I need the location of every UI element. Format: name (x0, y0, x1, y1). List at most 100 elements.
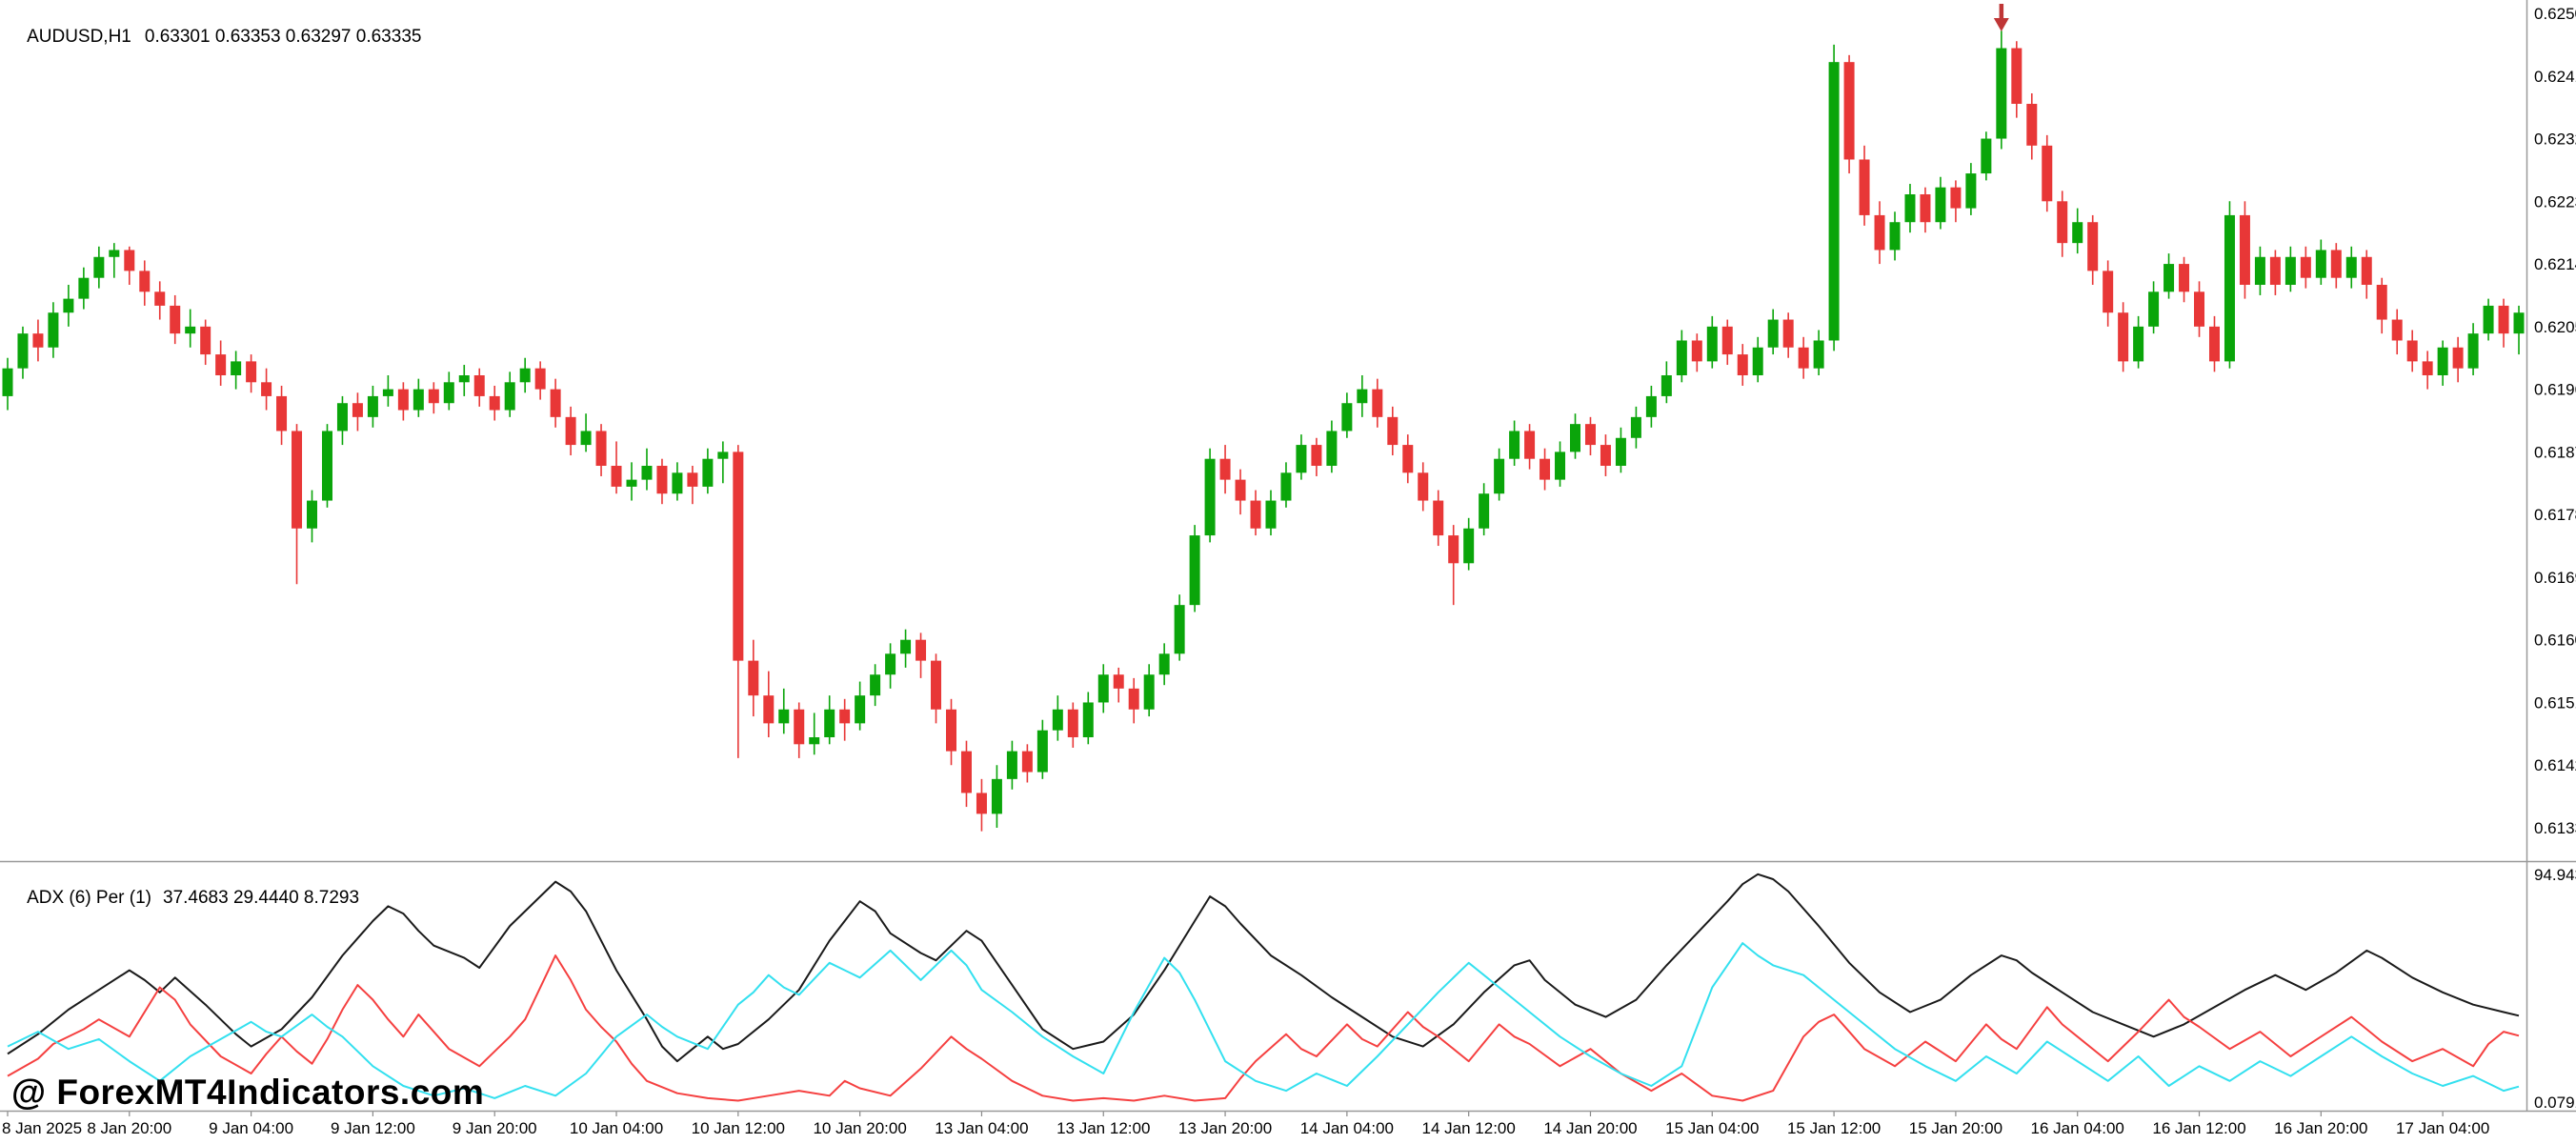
candle-body (1843, 62, 1855, 160)
price-axis-label: 0.61420 (2534, 756, 2576, 774)
watermark-text: @ ForexMT4Indicators.com (11, 1073, 485, 1112)
candle-body (1235, 479, 1246, 501)
candle-body (2361, 256, 2372, 286)
candle-body (702, 458, 714, 487)
candle-body (519, 368, 531, 383)
indicator-name-label: ADX (6) Per (1) (27, 888, 151, 908)
candle-body (473, 375, 485, 396)
candle-body (1387, 416, 1399, 446)
candle-body (1128, 688, 1139, 710)
indicator-header: ADX (6) Per (1) 37.4683 29.4440 8.7293 (8, 867, 359, 930)
candle-body (1280, 472, 1292, 501)
symbol-ohlc-header: AUDUSD,H1 0.63301 0.63353 0.63297 0.63335 (8, 6, 421, 69)
candle-body (428, 389, 439, 404)
candle-body (139, 271, 151, 292)
candle-body (443, 382, 454, 404)
candle-body (1021, 751, 1033, 773)
candle-body (931, 660, 942, 710)
candle-body (580, 431, 592, 446)
candle-body (778, 709, 790, 724)
price-axis-label: 0.61690 (2534, 569, 2576, 587)
time-axis-label: 16 Jan 12:00 (2152, 1119, 2245, 1137)
price-axis-label: 0.62050 (2534, 318, 2576, 336)
candle-body (261, 382, 272, 396)
candle-body (794, 709, 805, 745)
panel-divider-handle[interactable] (0, 859, 2576, 864)
price-axis-label: 0.61870 (2534, 443, 2576, 461)
candle-body (504, 382, 515, 411)
candle-body (1570, 424, 1581, 452)
indicator-axis-max-label: 94.943 (2534, 866, 2576, 884)
candle-body (1372, 389, 1383, 417)
candle-body (748, 660, 759, 696)
candle-body (1600, 445, 1611, 467)
candle-body (2330, 250, 2342, 278)
candle-body (276, 395, 288, 432)
candle-body (991, 778, 1002, 814)
candle-body (945, 709, 956, 752)
candles-layer (2, 30, 2525, 832)
candle-body (1645, 395, 1657, 417)
candle-body (1189, 535, 1200, 606)
adx-line-di-minus (7, 942, 2520, 1099)
candle-body (717, 452, 729, 459)
candle-body (2179, 264, 2190, 292)
candle-body (2467, 333, 2479, 369)
candle-body (1006, 751, 1017, 779)
candle-body (1889, 222, 1901, 251)
ohlc-values: 0.63301 0.63353 0.63297 0.63335 (144, 27, 422, 47)
time-axis-label: 9 Jan 12:00 (331, 1119, 415, 1137)
time-axis-label: 13 Jan 12:00 (1057, 1119, 1150, 1137)
candle-body (2148, 291, 2160, 327)
candle-body (900, 639, 912, 654)
candle-body (1706, 326, 1718, 362)
price-axis-label: 0.61600 (2534, 632, 2576, 650)
candle-body (1935, 187, 1946, 223)
candle-body (1326, 431, 1338, 467)
candle-body (534, 368, 546, 390)
candle-body (413, 389, 424, 411)
candle-body (1996, 48, 2007, 139)
candle-body (170, 305, 181, 334)
candle-body (1067, 709, 1078, 738)
candle-body (2163, 264, 2175, 292)
candle-body (763, 695, 775, 724)
candle-body (2437, 347, 2448, 376)
time-axis: 8 Jan 2025 8 Jan 20:00 9 Jan 04:00 9 Jan 12… (2, 1111, 2489, 1137)
time-axis-label: 14 Jan 12:00 (1422, 1119, 1516, 1137)
indicator-values: 37.4683 29.4440 8.7293 (163, 888, 360, 908)
candle-body (1874, 214, 1885, 251)
candle-body (2376, 285, 2387, 320)
candle-body (185, 326, 196, 334)
time-axis-label: 17 Jan 04:00 (2396, 1119, 2489, 1137)
candle-body (336, 403, 348, 432)
candle-body (656, 466, 668, 494)
time-axis-label: 16 Jan 04:00 (2031, 1119, 2124, 1137)
candle-body (2208, 326, 2220, 362)
time-axis-label: 13 Jan 20:00 (1178, 1119, 1272, 1137)
candle-body (93, 256, 105, 278)
candle-body (1904, 194, 1916, 223)
candle-body (154, 291, 166, 306)
candle-body (2042, 145, 2053, 202)
indicator-axis-min-label: 0.0791 (2534, 1094, 2576, 1112)
sell-signal-arrow-icon (1993, 4, 2009, 31)
candle-body (32, 333, 44, 348)
candle-body (63, 298, 74, 313)
price-axis-label: 0.62320 (2534, 130, 2576, 149)
candle-body (1463, 528, 1475, 564)
candle-body (1981, 138, 1992, 174)
candle-body (2483, 305, 2494, 334)
candle-body (2391, 319, 2403, 341)
time-axis-label: 14 Jan 04:00 (1300, 1119, 1394, 1137)
candle-body (458, 375, 470, 383)
candle-body (611, 466, 622, 487)
candle-body (1113, 674, 1124, 689)
candle-body (321, 431, 332, 501)
time-axis-label: 8 Jan 20:00 (87, 1119, 171, 1137)
candle-body (1524, 431, 1536, 459)
candle-body (109, 250, 120, 257)
price-axis-label: 0.61510 (2534, 693, 2576, 712)
candle-body (1859, 159, 1870, 215)
candle-body (1250, 500, 1261, 529)
